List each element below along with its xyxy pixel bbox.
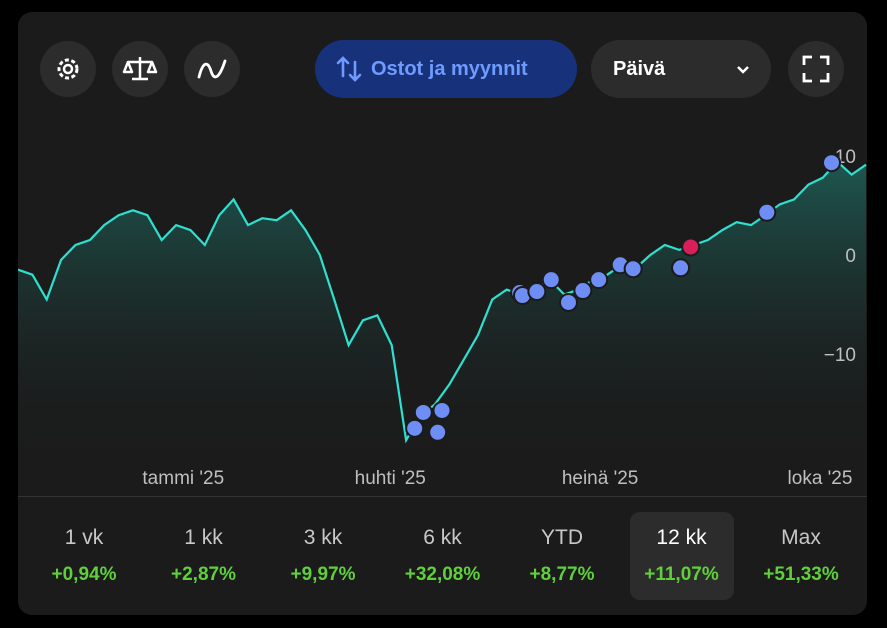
period-return: +8,77% <box>529 564 595 585</box>
x-tick-label: huhti '25 <box>355 468 426 489</box>
trade-marker <box>527 282 547 302</box>
period-label: YTD <box>541 526 583 549</box>
trade-marker <box>428 422 448 442</box>
trade-marker <box>589 270 609 290</box>
trade-marker <box>681 237 701 257</box>
period-label: 6 kk <box>423 526 462 549</box>
indicator-button[interactable] <box>184 41 240 97</box>
x-tick-label: loka '25 <box>788 468 853 489</box>
trade-marker <box>671 258 691 278</box>
period-tab[interactable]: 3 kk +9,97% <box>271 512 375 600</box>
period-return: +11,07% <box>644 564 719 585</box>
compare-button[interactable] <box>112 41 168 97</box>
fullscreen-button[interactable] <box>788 41 844 97</box>
area <box>18 161 866 465</box>
trade-marker <box>623 259 643 279</box>
trades-button[interactable]: Ostot ja myynnit <box>315 40 577 98</box>
trade-marker <box>822 153 842 173</box>
period-tab[interactable]: 6 kk +32,08% <box>391 512 495 600</box>
interval-label: Päivä <box>613 58 666 80</box>
period-return: +51,33% <box>763 564 839 585</box>
settings-button[interactable] <box>40 41 96 97</box>
period-label: 1 vk <box>64 526 104 549</box>
trade-marker <box>432 400 452 420</box>
interval-select[interactable]: Päivä <box>591 40 771 98</box>
trades-label: Ostot ja myynnit <box>371 58 528 80</box>
period-label: Max <box>781 526 821 549</box>
trade-marker <box>541 270 561 290</box>
period-tab[interactable]: YTD +8,77% <box>510 512 614 600</box>
y-tick-label: −10 <box>824 345 856 366</box>
period-return: +9,97% <box>290 564 356 585</box>
trade-marker <box>573 281 593 301</box>
period-label: 1 kk <box>184 526 223 549</box>
x-tick-label: tammi '25 <box>142 468 224 489</box>
period-tab[interactable]: 1 vk +0,94% <box>32 512 136 600</box>
x-tick-label: heinä '25 <box>562 468 639 489</box>
period-tab[interactable]: 12 kk +11,07% <box>629 512 734 600</box>
period-label: 3 kk <box>303 526 343 549</box>
period-return: +0,94% <box>51 564 117 585</box>
card: 10 0 −10 tammi '25 huhti '25 heinä '25 loka '2… <box>18 12 867 615</box>
trade-marker <box>413 402 433 422</box>
period-label: 12 kk <box>656 526 707 549</box>
price-line <box>18 160 867 444</box>
period-return: +32,08% <box>404 564 481 585</box>
trade-marker <box>757 202 777 222</box>
period-return: +2,87% <box>171 564 236 585</box>
period-tabs: 1 vk +0,94% 1 kk +2,87% 3 kk +9,97% 6 kk +32,08… <box>18 496 867 615</box>
period-tab[interactable]: 1 kk +2,87% <box>152 512 256 600</box>
y-tick-label: 0 <box>845 246 856 267</box>
trade-marker <box>405 418 425 438</box>
period-tab[interactable]: Max +51,33% <box>749 512 853 600</box>
trade-marker <box>558 292 578 312</box>
